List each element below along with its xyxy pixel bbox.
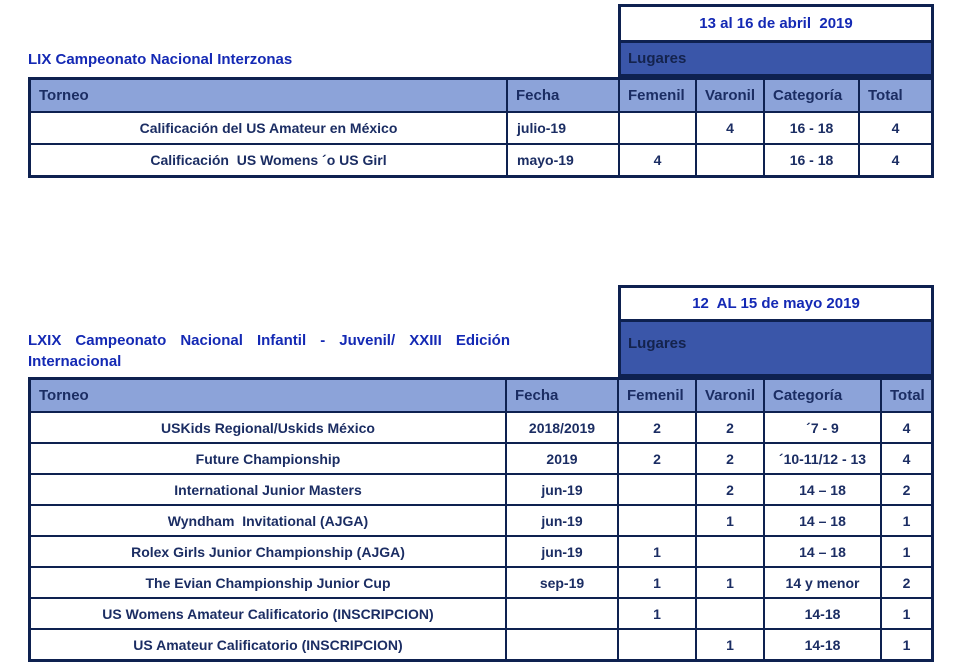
cell-varonil: 1	[695, 568, 763, 597]
cell-categoria: 14 y menor	[763, 568, 880, 597]
cell-total: 1	[880, 630, 931, 659]
table-row: Future Championship 2019 2 2 ´10-11/12 -…	[31, 442, 931, 473]
cell-categoria: 14-18	[763, 630, 880, 659]
column-header-categoria: Categoría	[763, 380, 880, 411]
table-row: USKids Regional/Uskids México 2018/2019 …	[31, 411, 931, 442]
column-header-femenil: Femenil	[618, 80, 695, 111]
table-header-row: Torneo Fecha Femenil Varonil Categoría T…	[31, 80, 931, 111]
cell-femenil	[617, 475, 695, 504]
cell-femenil: 1	[617, 599, 695, 628]
cell-torneo: Calificación US Womens ´o US Girl	[150, 152, 387, 168]
cell-categoria: 14 – 18	[763, 537, 880, 566]
cell-categoria: 16 - 18	[763, 113, 858, 143]
column-header-femenil: Femenil	[617, 380, 695, 411]
cell-categoria: 14 – 18	[763, 506, 880, 535]
cell-femenil: 1	[617, 568, 695, 597]
lugares-band-interzonas: Lugares	[618, 43, 934, 77]
column-header-varonil: Varonil	[695, 380, 763, 411]
cell-categoria: 14 – 18	[763, 475, 880, 504]
cell-varonil: 1	[695, 630, 763, 659]
tournament-title-interzonas: LIX Campeonato Nacional Interzonas	[28, 51, 293, 68]
cell-fecha	[505, 630, 617, 659]
cell-varonil	[695, 599, 763, 628]
cell-total: 2	[880, 568, 931, 597]
cell-categoria: 16 - 18	[763, 145, 858, 175]
cell-femenil: 1	[617, 537, 695, 566]
cell-torneo: US Womens Amateur Calificatorio (INSCRIP…	[102, 605, 434, 622]
cell-total: 4	[880, 444, 931, 473]
cell-varonil: 2	[695, 475, 763, 504]
cell-fecha: jun-19	[505, 506, 617, 535]
cell-varonil	[695, 145, 763, 175]
cell-total: 4	[858, 145, 931, 175]
cell-total: 2	[880, 475, 931, 504]
lugares-label: Lugares	[628, 334, 687, 352]
cell-categoria: ´7 - 9	[763, 413, 880, 442]
cell-fecha: mayo-19	[506, 145, 618, 175]
cell-femenil	[617, 630, 695, 659]
column-header-torneo: Torneo	[31, 80, 506, 111]
cell-fecha: 2019	[505, 444, 617, 473]
cell-fecha: jun-19	[505, 537, 617, 566]
cell-total: 1	[880, 537, 931, 566]
column-header-total: Total	[858, 80, 931, 111]
cell-categoria: ´10-11/12 - 13	[763, 444, 880, 473]
cell-total: 1	[880, 506, 931, 535]
cell-torneo: Calificación del US Amateur en México	[139, 120, 398, 136]
table-row: US Womens Amateur Calificatorio (INSCRIP…	[31, 597, 931, 628]
column-header-torneo: Torneo	[31, 380, 505, 411]
table-row: International Junior Masters jun-19 2 14…	[31, 473, 931, 504]
cell-fecha: 2018/2019	[505, 413, 617, 442]
table-row: Calificación US Womens ´o US Girl mayo-1…	[31, 143, 931, 175]
cell-total: 4	[858, 113, 931, 143]
table-row: The Evian Championship Junior Cup sep-19…	[31, 566, 931, 597]
cell-fecha: julio-19	[506, 113, 618, 143]
cell-varonil: 2	[695, 413, 763, 442]
cell-torneo: International Junior Masters	[174, 481, 362, 498]
table-row: Calificación del US Amateur en México ju…	[31, 111, 931, 143]
cell-torneo: The Evian Championship Junior Cup	[145, 574, 391, 591]
date-range-box-infantil: 12 AL 15 de mayo 2019	[618, 285, 934, 322]
table-row: Wyndham Invitational (AJGA) jun-19 1 14 …	[31, 504, 931, 535]
cell-torneo: USKids Regional/Uskids México	[161, 419, 375, 436]
cell-torneo: Wyndham Invitational (AJGA)	[167, 512, 369, 529]
cell-varonil: 2	[695, 444, 763, 473]
cell-fecha	[505, 599, 617, 628]
lugares-band-infantil: Lugares	[618, 322, 934, 377]
date-range-text: 12 AL 15 de mayo 2019	[692, 295, 860, 312]
cell-femenil: 2	[617, 413, 695, 442]
column-header-fecha: Fecha	[505, 380, 617, 411]
cell-torneo: Rolex Girls Junior Championship (AJGA)	[131, 543, 405, 560]
cell-categoria: 14-18	[763, 599, 880, 628]
cell-total: 4	[880, 413, 931, 442]
cell-fecha: jun-19	[505, 475, 617, 504]
cell-torneo: US Amateur Calificatorio (INSCRIPCION)	[133, 636, 403, 653]
cell-femenil: 4	[618, 145, 695, 175]
cell-varonil	[695, 537, 763, 566]
date-range-text: 13 al 16 de abril 2019	[699, 15, 853, 32]
lugares-label: Lugares	[628, 50, 687, 67]
cell-femenil	[618, 113, 695, 143]
tournament-title-infantil: LXIX Campeonato Nacional Infantil - Juve…	[28, 332, 510, 370]
cell-varonil: 4	[695, 113, 763, 143]
schedule-table-infantil: Torneo Fecha Femenil Varonil Categoría T…	[28, 377, 934, 662]
date-range-box-interzonas: 13 al 16 de abril 2019	[618, 4, 934, 43]
column-header-total: Total	[880, 380, 931, 411]
table-row: US Amateur Calificatorio (INSCRIPCION) 1…	[31, 628, 931, 659]
column-header-varonil: Varonil	[695, 80, 763, 111]
cell-femenil	[617, 506, 695, 535]
table-header-row: Torneo Fecha Femenil Varonil Categoría T…	[31, 380, 931, 411]
cell-torneo: Future Championship	[195, 450, 341, 467]
table-row: Rolex Girls Junior Championship (AJGA) j…	[31, 535, 931, 566]
cell-fecha: sep-19	[505, 568, 617, 597]
column-header-fecha: Fecha	[506, 80, 618, 111]
cell-varonil: 1	[695, 506, 763, 535]
column-header-categoria: Categoría	[763, 80, 858, 111]
cell-femenil: 2	[617, 444, 695, 473]
cell-total: 1	[880, 599, 931, 628]
schedule-table-interzonas: Torneo Fecha Femenil Varonil Categoría T…	[28, 77, 934, 178]
